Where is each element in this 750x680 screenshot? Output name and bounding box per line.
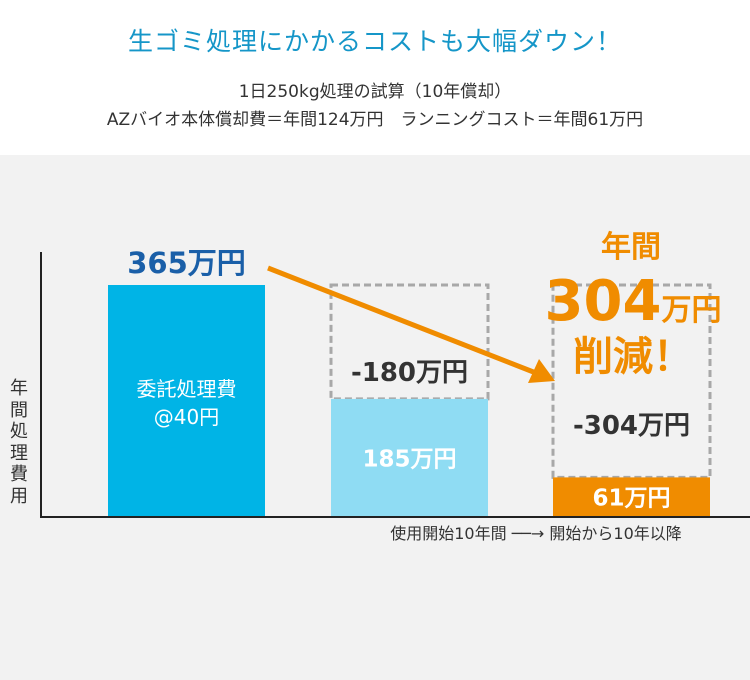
callout-annual: 年間: [601, 230, 661, 265]
y-axis-label: 年間処理費用: [10, 378, 28, 507]
bar-first-10-years-ghost: [329, 283, 490, 401]
bar-first-10-years: [331, 398, 488, 516]
bar-first-10-years-value-label: 185万円: [362, 446, 456, 472]
bar-outsourcing: [108, 285, 265, 516]
bar-after-10-years: [553, 477, 710, 516]
header: 生ゴミ処理にかかるコストも大幅ダウン！ 1日250kg処理の試算（10年償却） …: [0, 0, 750, 155]
bar-label-unit-price: @40円: [154, 405, 219, 429]
bar-label-outsourcing-name: 委託処理費: [137, 377, 237, 401]
bar-after-10-years-ghost: [551, 283, 712, 479]
bar-outsourcing-top-label: 365万円: [127, 246, 246, 280]
bar-first-10-years-reduction-label: -180万円: [351, 358, 468, 388]
page-title: 生ゴミ処理にかかるコストも大幅ダウン！: [127, 27, 622, 56]
bar-after-10-years-reduction-label: -304万円: [573, 411, 690, 441]
decline-arrow-head: [528, 359, 555, 383]
callout-amount: 304万円: [545, 269, 722, 334]
bar-after-10-years-value-label: 61万円: [592, 486, 670, 512]
subtitle-line-2: AZバイオ本体償却費＝年間124万円 ランニングコスト＝年間61万円: [106, 110, 644, 130]
callout-reduction: 削減！: [573, 334, 693, 380]
x-axis-note: 使用開始10年間 ──→ 開始から10年以降: [390, 524, 682, 543]
decline-arrow-shaft: [267, 265, 537, 376]
subtitle-line-1: 1日250kg処理の試算（10年償却）: [238, 82, 512, 102]
